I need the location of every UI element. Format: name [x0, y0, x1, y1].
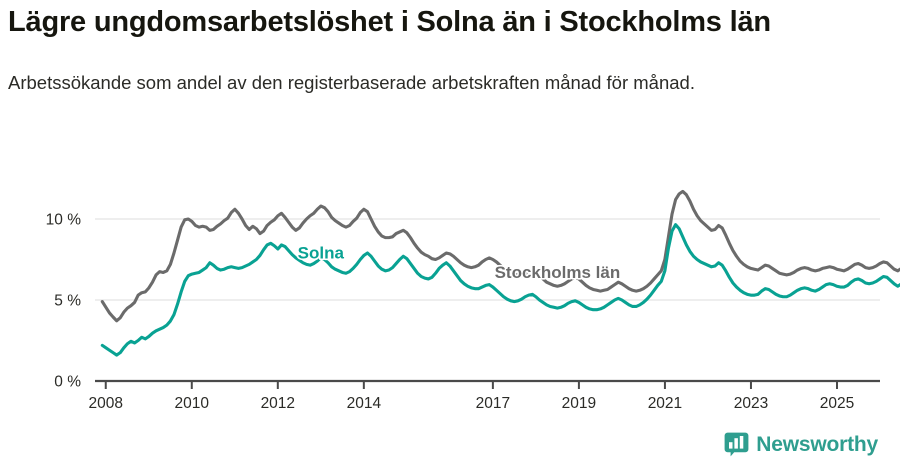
- newsworthy-logo[interactable]: Newsworthy: [724, 432, 878, 457]
- chart-footer: Newsworthy: [0, 430, 900, 474]
- x-axis-tick-label: 2023: [734, 395, 768, 412]
- x-axis-tick-label: 2014: [347, 395, 382, 412]
- x-axis-tick-label: 2008: [89, 395, 123, 412]
- y-axis-tick-label: 5 %: [54, 293, 81, 310]
- logo-wordmark: Newsworthy: [756, 432, 878, 456]
- x-axis-tick-label: 2012: [261, 395, 295, 412]
- data-series-lines: [100, 189, 900, 357]
- x-axis-tick-label: 2025: [820, 395, 854, 412]
- page-title: Lägre ungdomsarbetslöshet i Solna än i S…: [8, 6, 771, 38]
- bar-chart-bubble-icon: [724, 432, 749, 457]
- x-axis-tick-label: 2010: [175, 395, 210, 412]
- series-label-solna: Solna: [298, 244, 345, 263]
- series-label-stockholm: Stockholms län: [495, 263, 621, 282]
- x-axis-tick-label: 2019: [562, 395, 596, 412]
- line-chart: 0 % 5 % 10 % 2008 2010 2012 2014 2017 2019 2021 2…: [0, 160, 900, 420]
- series-line: [100, 223, 900, 357]
- page-subtitle: Arbetssökande som andel av den registerb…: [8, 72, 695, 93]
- y-axis-tick-label: 10 %: [46, 212, 82, 229]
- x-axis-tick-labels: 2008 2010 2012 2014 2017 2019 2021 2023 2025: [89, 395, 855, 412]
- x-axis-tick-label: 2017: [476, 395, 510, 412]
- gridlines: [95, 218, 880, 383]
- series-line: [100, 189, 900, 323]
- chart-svg: 0 %5 %10 % 2008 2010 2012 2014 2017 2019 2021 2…: [46, 189, 900, 412]
- x-axis: [104, 381, 838, 389]
- x-axis-tick-label: 2021: [648, 395, 682, 412]
- series-inline-labels: Solna Stockholms län: [296, 242, 622, 284]
- y-axis-tick-label: 0 %: [54, 374, 81, 391]
- y-axis-tick-labels: 0 % 5 % 10 %: [46, 212, 82, 391]
